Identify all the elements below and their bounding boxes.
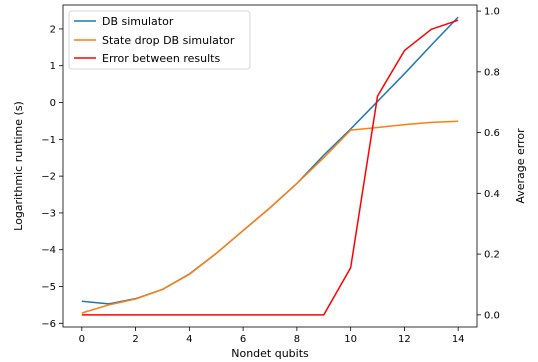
x-tick-label: 8 (294, 334, 300, 345)
plot-frame (62, 4, 478, 328)
y-left-tick-label: −2 (41, 172, 56, 183)
y-axis-right: 0.0 0.2 0.4 0.6 0.8 1.0 (477, 7, 500, 321)
series-line-error-between-results (81, 19, 459, 316)
y-left-tick-label: −5 (41, 282, 56, 293)
y-axis-right-label: Average error (514, 128, 527, 204)
series-line-state-drop-db-simulator (81, 120, 459, 314)
y-right-tick-label: 0.4 (484, 189, 500, 200)
x-tick-label: 6 (240, 334, 246, 345)
legend-label-db-simulator: DB simulator (102, 15, 174, 28)
y-left-tick-label: −3 (41, 208, 56, 219)
legend-label-error-between-results: Error between results (102, 52, 220, 65)
y-right-tick-label: 0.8 (484, 67, 500, 78)
y-left-tick-label: −1 (41, 135, 56, 146)
y-right-tick-label: 1.0 (484, 7, 500, 18)
y-right-tick-label: 0.0 (484, 310, 500, 321)
x-axis-label: Nondet qubits (231, 347, 309, 360)
legend-box (68, 10, 251, 70)
y-axis-left-label: Logarithmic runtime (s) (12, 101, 25, 231)
y-left-tick-label: 2 (50, 24, 56, 35)
x-tick-label: 12 (398, 334, 411, 345)
x-tick-label: 0 (79, 334, 85, 345)
legend: DB simulator State drop DB simulator Err… (68, 10, 251, 70)
y-left-tick-label: 1 (50, 61, 56, 72)
y-right-tick-label: 0.2 (484, 250, 500, 261)
y-right-tick-label: 0.6 (484, 128, 500, 139)
y-left-tick-label: 0 (50, 98, 56, 109)
x-tick-label: 2 (132, 334, 138, 345)
legend-label-state-drop-db-simulator: State drop DB simulator (102, 34, 235, 47)
x-axis: 0 2 4 6 8 10 12 14 (79, 327, 465, 345)
y-axis-left: 2 1 0 −1 −2 −3 −4 −5 −6 (41, 24, 63, 330)
x-tick-label: 14 (452, 334, 465, 345)
x-tick-label: 10 (344, 334, 357, 345)
x-tick-label: 4 (186, 334, 192, 345)
y-left-tick-label: −4 (41, 245, 56, 256)
y-left-tick-label: −6 (41, 319, 56, 330)
series-layer (81, 16, 459, 316)
